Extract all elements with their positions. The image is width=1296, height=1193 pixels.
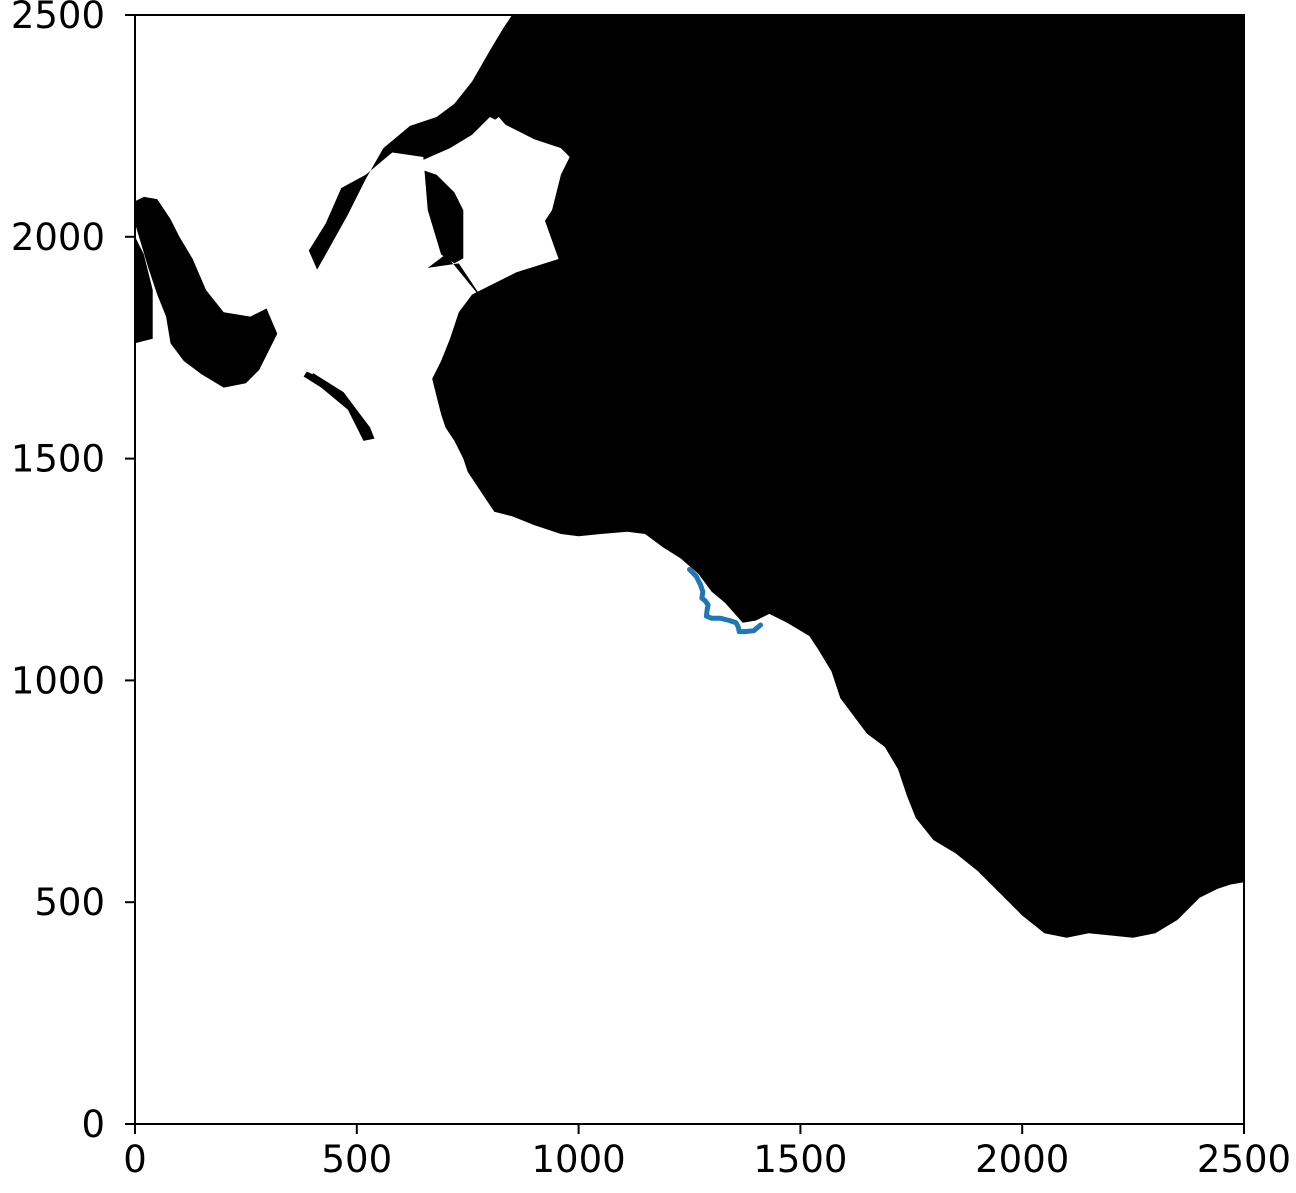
series-line-0 (687, 567, 763, 635)
land-land-main (135, 15, 1244, 938)
y-axis-ticks: 0 500 1000 1500 2000 2500 (11, 0, 135, 1146)
x-tick-label: 2000 (975, 1138, 1069, 1181)
axes (134, 14, 1245, 1125)
x-tick-label: 1500 (753, 1138, 847, 1181)
x-tick-label: 500 (321, 1138, 392, 1181)
y-tick-label: 500 (34, 881, 105, 924)
plot-area (135, 15, 1244, 1124)
x-tick-label: 1000 (532, 1138, 626, 1181)
y-tick-label: 2000 (11, 216, 105, 259)
y-tick-label: 2500 (11, 0, 105, 37)
x-tick-label: 0 (123, 1138, 147, 1181)
land-land-pier-1 (427, 254, 486, 304)
y-tick-label: 1000 (11, 659, 105, 702)
y-tick-label: 0 (81, 1103, 105, 1146)
land-land-left-sliver (135, 236, 153, 344)
water-water-dock (410, 117, 570, 259)
axes-frame (134, 14, 1245, 1125)
y-tick-label: 1500 (11, 438, 105, 481)
water-water-channel-1 (152, 15, 344, 375)
x-tick-label: 2500 (1197, 1138, 1291, 1181)
x-axis-ticks: 0 500 1000 1500 2000 2500 (123, 1124, 1291, 1181)
land-land-breakwater (303, 369, 375, 441)
